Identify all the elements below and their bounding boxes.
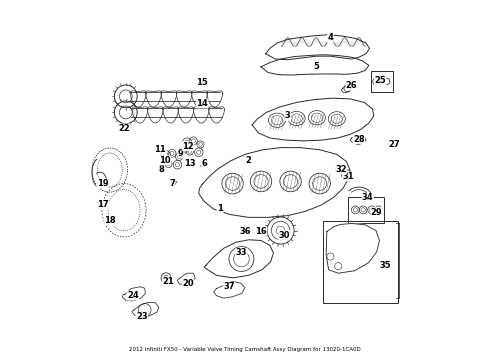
Text: 23: 23 (136, 312, 147, 321)
Text: 14: 14 (196, 99, 208, 108)
Text: 20: 20 (182, 279, 194, 288)
Text: 24: 24 (127, 291, 139, 300)
Text: 2012 Infiniti FX50 - Variable Valve Timing Camshaft Assy Diagram for 13020-1CA0D: 2012 Infiniti FX50 - Variable Valve Timi… (129, 347, 361, 351)
Bar (348, 197, 384, 223)
Text: 27: 27 (389, 140, 400, 149)
Polygon shape (207, 91, 222, 107)
Polygon shape (194, 107, 209, 123)
Text: 2: 2 (245, 156, 251, 165)
Bar (371, 71, 392, 92)
Text: 26: 26 (346, 81, 358, 90)
Text: 8: 8 (158, 165, 164, 174)
Text: 5: 5 (313, 62, 319, 71)
Polygon shape (350, 135, 366, 144)
Text: 28: 28 (353, 135, 365, 144)
Text: 3: 3 (285, 112, 291, 121)
Polygon shape (161, 91, 177, 107)
Polygon shape (252, 98, 374, 141)
Text: 10: 10 (159, 156, 171, 165)
Polygon shape (192, 91, 207, 107)
Polygon shape (130, 91, 146, 107)
Text: 18: 18 (104, 216, 116, 225)
Polygon shape (341, 85, 352, 93)
Text: 4: 4 (327, 33, 333, 42)
Polygon shape (326, 224, 379, 273)
Text: 15: 15 (196, 78, 208, 87)
Text: 31: 31 (343, 172, 354, 181)
Text: 35: 35 (379, 261, 391, 270)
Text: 37: 37 (223, 282, 235, 291)
Polygon shape (214, 282, 245, 298)
Polygon shape (132, 107, 148, 123)
Text: 30: 30 (278, 231, 290, 240)
Bar (323, 221, 398, 303)
Polygon shape (147, 107, 163, 123)
Text: 19: 19 (97, 179, 108, 188)
Text: 12: 12 (182, 142, 194, 151)
Text: 7: 7 (169, 179, 175, 188)
Polygon shape (122, 287, 146, 301)
Text: 1: 1 (217, 204, 223, 213)
Text: 9: 9 (178, 149, 184, 158)
Polygon shape (261, 55, 369, 75)
Polygon shape (163, 107, 178, 123)
Text: 13: 13 (184, 159, 196, 168)
Text: 34: 34 (362, 193, 373, 202)
Text: 25: 25 (374, 76, 386, 85)
Polygon shape (92, 148, 127, 192)
Polygon shape (204, 240, 273, 278)
Text: 21: 21 (163, 277, 174, 286)
Text: 29: 29 (371, 207, 383, 216)
Polygon shape (176, 91, 192, 107)
Polygon shape (146, 91, 161, 107)
Polygon shape (199, 148, 350, 217)
Text: 6: 6 (201, 159, 207, 168)
Polygon shape (132, 302, 159, 317)
Text: 16: 16 (255, 227, 267, 236)
Text: 22: 22 (118, 124, 130, 133)
Text: 17: 17 (97, 201, 108, 210)
Text: 33: 33 (236, 248, 247, 257)
Polygon shape (177, 273, 195, 285)
Polygon shape (266, 35, 369, 60)
Polygon shape (209, 107, 224, 123)
Polygon shape (102, 184, 146, 237)
Text: 32: 32 (335, 165, 347, 174)
Text: 11: 11 (154, 145, 166, 154)
Text: 36: 36 (239, 227, 251, 236)
Polygon shape (178, 107, 194, 123)
